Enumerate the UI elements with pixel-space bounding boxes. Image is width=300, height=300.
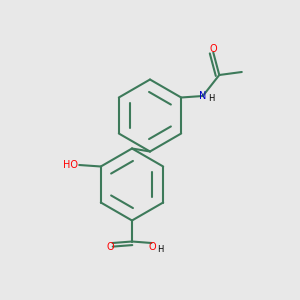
Text: HO: HO <box>63 160 78 170</box>
Text: H: H <box>208 94 215 103</box>
Text: N: N <box>199 91 206 101</box>
Text: O: O <box>148 242 156 252</box>
Text: H: H <box>157 245 164 254</box>
Text: O: O <box>209 44 217 54</box>
Text: O: O <box>106 242 114 253</box>
